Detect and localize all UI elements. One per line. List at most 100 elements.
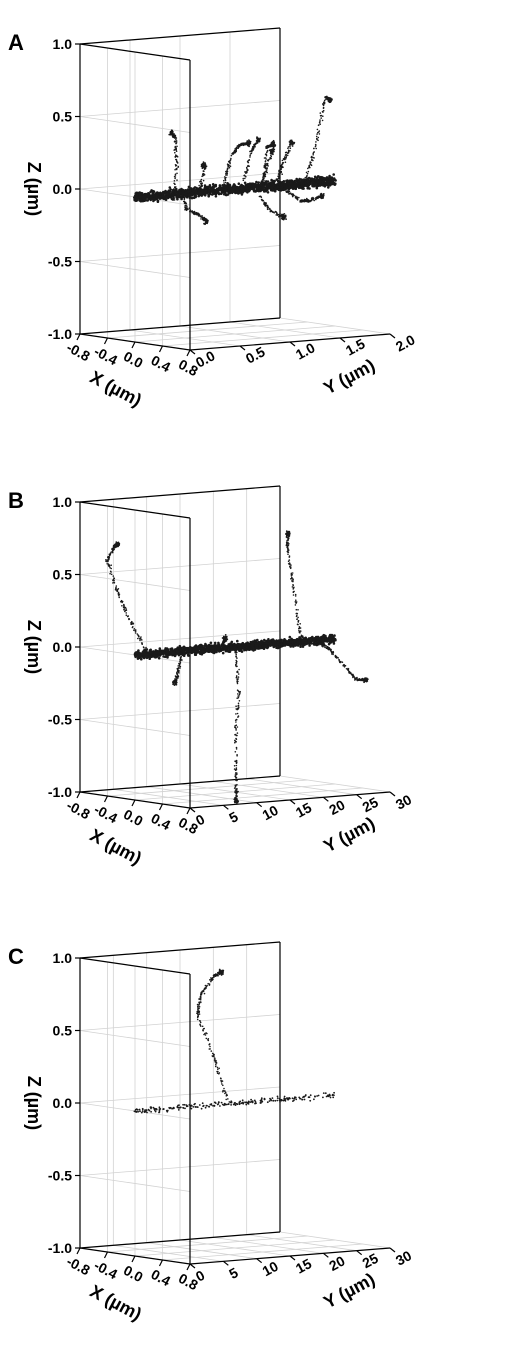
y-tick-label: 10 (260, 802, 281, 824)
data-point (317, 637, 320, 641)
data-point (235, 713, 237, 715)
data-point (256, 142, 259, 144)
data-point (237, 673, 240, 675)
data-point (236, 657, 238, 659)
data-point (312, 159, 314, 162)
data-point (177, 653, 181, 657)
data-point (310, 197, 313, 199)
data-point (200, 184, 203, 187)
data-point (235, 746, 238, 749)
grid-line (79, 703, 281, 720)
data-point (293, 182, 297, 185)
data-point (364, 679, 366, 682)
data-point (363, 681, 365, 684)
data-point (174, 176, 177, 178)
data-point (321, 636, 325, 640)
data-point (256, 184, 259, 188)
data-point (270, 151, 273, 153)
data-point (203, 217, 205, 220)
data-point (249, 154, 251, 157)
data-point (183, 196, 186, 199)
data-point (203, 222, 205, 225)
box-edge (79, 27, 281, 45)
data-point (105, 560, 107, 562)
data-point (202, 161, 205, 164)
data-point (332, 653, 334, 656)
y-tick-label: 20 (326, 796, 347, 818)
data-point (264, 189, 268, 193)
data-point (232, 186, 236, 190)
data-point (295, 179, 299, 182)
data-point (138, 195, 142, 199)
data-point (234, 726, 236, 728)
data-point (237, 696, 240, 699)
data-point (176, 172, 178, 175)
data-point (184, 207, 187, 209)
data-point (289, 142, 292, 145)
data-point (285, 156, 288, 159)
track-series (258, 195, 287, 221)
data-point (258, 184, 262, 187)
data-point (213, 188, 216, 192)
data-point (116, 543, 118, 546)
data-point (266, 163, 269, 165)
data-point (276, 183, 279, 187)
x-tick-mark (76, 333, 81, 341)
grid-line (79, 574, 191, 591)
data-point (294, 187, 298, 190)
data-point (168, 186, 172, 189)
data-point (285, 532, 287, 535)
data-point (228, 166, 231, 169)
data-point (233, 149, 236, 152)
data-point (235, 724, 238, 726)
data-point (318, 130, 321, 132)
data-point (201, 649, 205, 652)
data-point (292, 194, 295, 196)
data-point (201, 165, 204, 168)
data-point (195, 650, 199, 653)
data-point (203, 170, 205, 172)
x-tick-label: -0.4 (91, 343, 120, 369)
data-point (204, 222, 207, 225)
grid-line (79, 261, 191, 278)
data-point (225, 174, 227, 176)
y-tick-label: 25 (360, 794, 381, 816)
data-point (249, 641, 253, 644)
data-point (322, 115, 324, 117)
data-point (309, 637, 313, 640)
data-point (174, 186, 177, 189)
data-point (224, 181, 227, 184)
data-point (289, 563, 291, 566)
data-point (345, 668, 348, 670)
data-point (257, 137, 260, 140)
data-point (176, 167, 178, 170)
data-point (245, 648, 248, 652)
data-point (328, 636, 332, 640)
data-point (242, 188, 245, 191)
data-point (288, 530, 291, 533)
data-point (281, 163, 284, 165)
track-series (282, 187, 325, 203)
data-point (118, 595, 120, 597)
data-point (299, 186, 303, 189)
y-tick-mark (322, 796, 329, 802)
data-point (312, 184, 315, 187)
data-point (238, 691, 240, 693)
data-point (128, 618, 131, 620)
data-point (185, 208, 187, 211)
data-point (315, 640, 318, 642)
data-point (308, 179, 311, 183)
data-point (187, 190, 190, 193)
data-point (203, 165, 206, 168)
data-point (330, 650, 333, 653)
data-point (343, 666, 346, 668)
data-point (223, 176, 226, 178)
data-point (134, 630, 137, 632)
track-series (242, 136, 261, 182)
data-point (294, 601, 297, 603)
data-point (200, 180, 202, 183)
data-point (230, 154, 233, 157)
data-point (183, 200, 186, 203)
data-point (352, 676, 354, 679)
data-point (325, 96, 327, 98)
